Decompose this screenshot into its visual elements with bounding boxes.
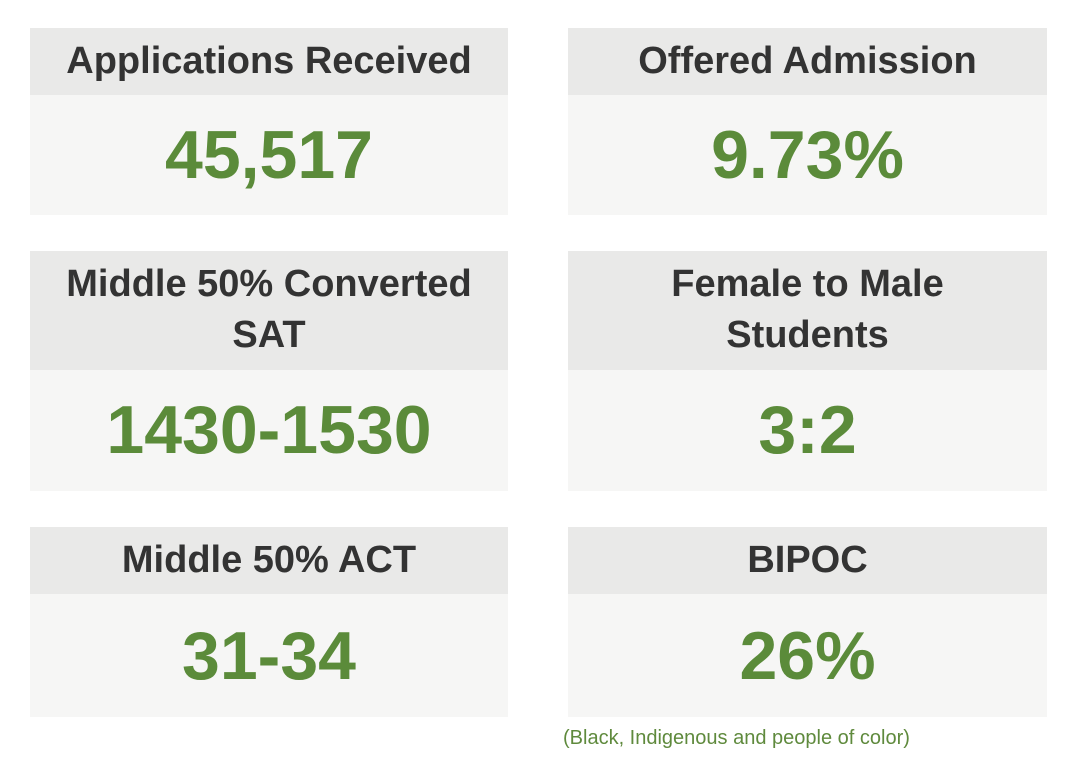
- offered-admission-body: 9.73%: [568, 95, 1047, 215]
- cell-bipoc: BIPOC 26% (Black, Indigenous and people …: [563, 527, 1047, 750]
- stat-card-converted-sat: Middle 50% Converted SAT 1430-1530: [30, 251, 508, 491]
- stat-card-bipoc: BIPOC 26%: [568, 527, 1047, 717]
- act-body: 31-34: [30, 594, 508, 717]
- bipoc-header: BIPOC: [568, 527, 1047, 595]
- offered-admission-header: Offered Admission: [568, 28, 1047, 96]
- offered-admission-title: Offered Admission: [638, 40, 977, 82]
- female-to-male-header: Female to Male Students: [568, 251, 1047, 370]
- offered-admission-value: 9.73%: [711, 117, 904, 194]
- converted-sat-header: Middle 50% Converted SAT: [30, 251, 508, 370]
- applications-received-title: Applications Received: [66, 40, 472, 82]
- applications-received-header: Applications Received: [30, 28, 508, 96]
- female-to-male-value: 3:2: [758, 392, 857, 469]
- cell-applications-received: Applications Received 45,517: [30, 28, 508, 215]
- stat-card-offered-admission: Offered Admission 9.73%: [568, 28, 1047, 215]
- female-to-male-title: Female to Male Students: [671, 263, 944, 357]
- stat-card-applications-received: Applications Received 45,517: [30, 28, 508, 215]
- cell-offered-admission: Offered Admission 9.73%: [568, 28, 1047, 215]
- act-title: Middle 50% ACT: [121, 539, 417, 581]
- female-to-male-body: 3:2: [568, 369, 1047, 491]
- converted-sat-body: 1430-1530: [30, 369, 508, 491]
- converted-sat-title: Middle 50% Converted SAT: [66, 263, 472, 357]
- converted-sat-value: 1430-1530: [106, 392, 432, 469]
- cell-converted-sat: Middle 50% Converted SAT 1430-1530: [30, 251, 508, 491]
- bipoc-footnote: (Black, Indigenous and people of color): [563, 727, 910, 749]
- applications-received-value: 45,517: [165, 117, 373, 194]
- stat-card-act: Middle 50% ACT 31-34: [30, 527, 508, 717]
- act-value: 31-34: [182, 617, 356, 694]
- cell-female-to-male: Female to Male Students 3:2: [568, 251, 1047, 491]
- bipoc-body: 26%: [568, 594, 1047, 717]
- stats-grid: Applications Received 45,517 Offered Adm…: [30, 28, 1047, 750]
- bipoc-title: BIPOC: [747, 539, 868, 581]
- cell-act: Middle 50% ACT 31-34: [30, 527, 508, 750]
- stat-card-female-to-male: Female to Male Students 3:2: [568, 251, 1047, 491]
- bipoc-value: 26%: [739, 617, 876, 694]
- act-header: Middle 50% ACT: [30, 527, 508, 595]
- applications-received-body: 45,517: [30, 95, 508, 215]
